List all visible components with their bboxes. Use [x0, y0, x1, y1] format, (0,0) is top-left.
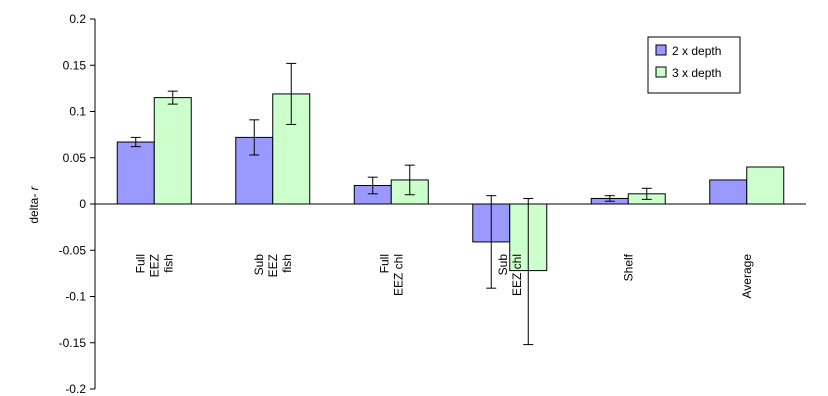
y-tick-label: -0.05 [59, 243, 87, 257]
legend: 2 x depth 3 x depth [647, 36, 741, 94]
y-tick-label: 0.2 [69, 12, 86, 26]
bar [153, 97, 192, 205]
y-axis-label-prefix: delta- [27, 190, 41, 223]
category-label: EEZ [147, 254, 161, 277]
category-label: EEZ [266, 254, 280, 277]
category-label: Average [740, 254, 754, 299]
category-label: Sub [496, 254, 510, 276]
category-label: fish [280, 254, 294, 273]
bar [746, 166, 785, 205]
y-axis-label-italic: r [27, 185, 41, 190]
legend-label: 3 x depth [672, 66, 721, 80]
category-label: fish [161, 254, 175, 273]
category-label: Sub [252, 254, 266, 276]
category-label: Shelf [621, 253, 635, 281]
y-tick-label: -0.15 [59, 336, 87, 350]
category-label: Full [133, 254, 147, 273]
legend-swatch [655, 66, 667, 78]
bar [116, 141, 155, 205]
category-label: EEZ chl [391, 254, 405, 296]
y-tick-label: 0.1 [69, 105, 86, 119]
y-tick-label: -0.2 [65, 382, 86, 396]
y-tick-label: 0.05 [63, 151, 87, 165]
category-label: Full [377, 254, 391, 273]
y-tick-label: 0 [79, 197, 86, 211]
legend-swatch [655, 44, 667, 56]
bar [709, 179, 748, 205]
category-label: EEZ chl [510, 254, 524, 296]
y-tick-label: 0.15 [63, 58, 87, 72]
legend-label: 2 x depth [672, 44, 721, 58]
y-axis-label: delta- r [27, 185, 41, 223]
y-tick-label: -0.1 [65, 290, 86, 304]
